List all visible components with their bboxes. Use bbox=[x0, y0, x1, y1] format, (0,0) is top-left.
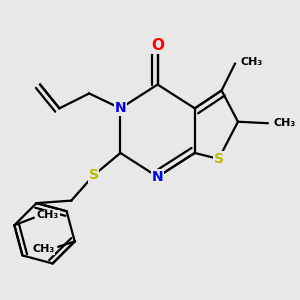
Text: CH₃: CH₃ bbox=[240, 57, 262, 67]
Text: O: O bbox=[151, 38, 164, 53]
Text: N: N bbox=[152, 170, 164, 184]
Text: CH₃: CH₃ bbox=[37, 210, 59, 220]
Text: CH₃: CH₃ bbox=[32, 244, 55, 254]
Text: N: N bbox=[115, 101, 126, 115]
Text: CH₃: CH₃ bbox=[273, 118, 295, 128]
Text: S: S bbox=[88, 168, 99, 182]
Text: S: S bbox=[214, 152, 224, 166]
